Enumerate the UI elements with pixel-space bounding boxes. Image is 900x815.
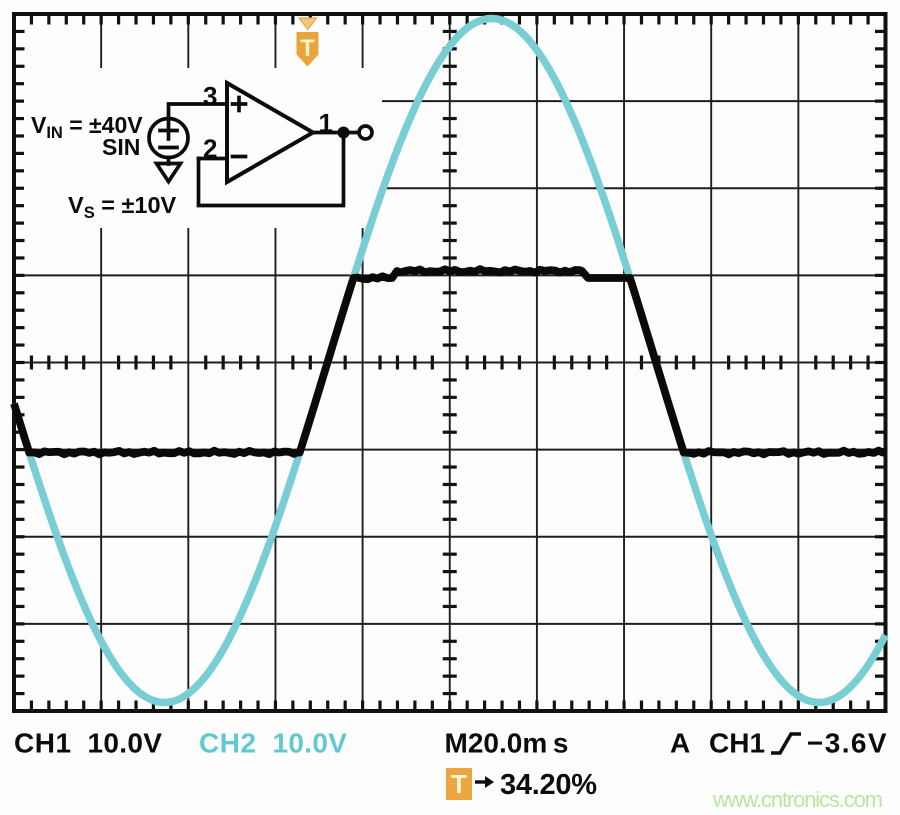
svg-text:CH2: CH2 (199, 728, 257, 759)
svg-text:VIN = ±40V: VIN = ±40V (31, 112, 143, 142)
svg-text:3: 3 (203, 81, 217, 111)
svg-text:CH1: CH1 (14, 728, 72, 759)
svg-text:10.0V: 10.0V (88, 728, 163, 759)
svg-text:M20.0m s: M20.0m s (445, 728, 569, 759)
svg-text:−3.6V: −3.6V (807, 728, 888, 759)
svg-text:CH1: CH1 (709, 728, 765, 759)
svg-text:A: A (670, 728, 690, 759)
svg-text:www.cntronics.com: www.cntronics.com (712, 787, 883, 812)
svg-text:T: T (451, 769, 467, 799)
svg-text:T: T (300, 35, 315, 62)
svg-text:2: 2 (203, 134, 217, 164)
svg-text:34.20%: 34.20% (500, 769, 597, 801)
svg-text:10.0V: 10.0V (273, 728, 348, 759)
svg-text:1: 1 (319, 108, 333, 138)
svg-text:SIN: SIN (102, 134, 140, 160)
